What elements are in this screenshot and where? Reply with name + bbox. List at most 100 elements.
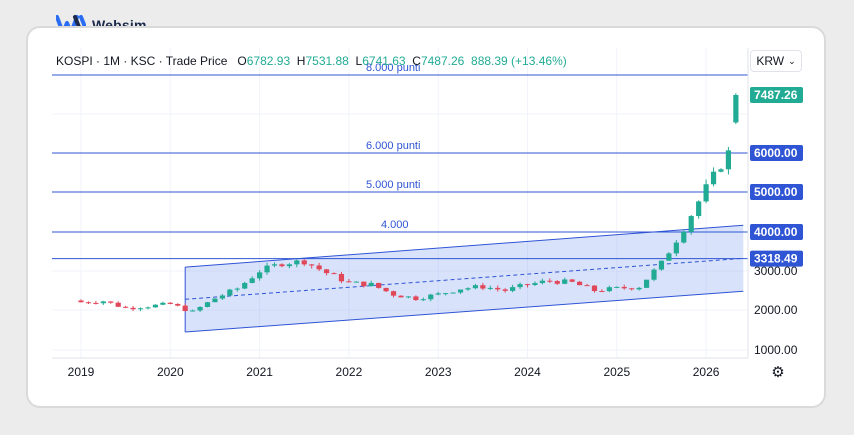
high-value: 7531.88 <box>305 54 349 68</box>
time-axis: 2019 2020 2021 2022 2023 2024 2025 2026 <box>68 365 720 379</box>
candle-body <box>465 288 471 290</box>
candle-body <box>435 293 441 295</box>
candle-body <box>323 269 330 274</box>
close-key: C <box>412 54 421 68</box>
time-tick-label: 2026 <box>693 365 720 379</box>
candle-body <box>562 279 568 284</box>
candle-body <box>472 285 479 289</box>
candle-body <box>524 284 531 286</box>
regression-channel <box>184 224 744 333</box>
price-chart[interactable]: 8.000 punti 6.000 punti 5.000 punti 4.000 1… <box>28 28 826 408</box>
chevron-down-icon: ⌄ <box>788 55 796 66</box>
candle-body <box>681 231 687 243</box>
channel-mid-line <box>185 257 744 300</box>
candle-body <box>115 302 121 307</box>
candle-body <box>316 265 322 270</box>
candle-body <box>517 284 523 288</box>
currency-label: KRW <box>756 54 785 68</box>
candle-body <box>123 306 129 308</box>
candle-body <box>361 281 367 287</box>
candle-body <box>599 291 605 293</box>
candle-body <box>710 171 717 185</box>
candle-body <box>301 260 307 265</box>
candle-body <box>368 282 374 287</box>
time-tick-label: 2020 <box>157 365 184 379</box>
candle-body <box>547 280 553 282</box>
currency-selector[interactable]: KRW ⌄ <box>750 50 802 72</box>
candle-body <box>718 169 724 172</box>
channel-fill <box>185 225 744 332</box>
candle-body <box>621 286 627 289</box>
price-badge-label: 6000.00 <box>754 146 798 160</box>
candle-body <box>204 302 211 307</box>
candles <box>78 93 739 313</box>
horizontal-levels: 8.000 punti 6.000 punti 5.000 punti 4.000 <box>52 62 748 260</box>
candle-body <box>457 289 464 293</box>
candle-body <box>279 264 285 267</box>
candle-body <box>398 295 404 298</box>
candle-body <box>725 150 732 170</box>
candle-body <box>167 302 173 304</box>
candle-body <box>643 279 650 288</box>
level-label: 6.000 punti <box>366 140 420 152</box>
candle-body <box>688 216 694 232</box>
time-tick-label: 2021 <box>246 365 273 379</box>
symbol-legend: KOSPI · 1M · KSC · Trade Price O6782.93 … <box>56 54 567 68</box>
open-key: O <box>237 54 247 68</box>
candle-body <box>666 253 672 261</box>
candle-body <box>502 289 508 291</box>
candle-body <box>383 287 389 292</box>
chart-card: 8.000 punti 6.000 punti 5.000 punti 4.000 1… <box>26 26 826 408</box>
candle-body <box>227 289 233 296</box>
candle-body <box>696 201 702 217</box>
price-tick-label: 3000.00 <box>754 264 798 278</box>
candle-body <box>346 281 352 283</box>
candle-body <box>487 287 493 289</box>
candle-body <box>234 288 240 290</box>
candle-body <box>673 242 679 254</box>
candle-body <box>331 273 337 275</box>
price-badge-label: 3318.49 <box>754 252 798 266</box>
candle-body <box>249 278 255 283</box>
settings-gear-icon[interactable]: ⚙ <box>771 364 785 381</box>
candle-body <box>390 291 397 296</box>
symbol-info[interactable]: KOSPI · 1M · KSC · Trade Price <box>56 54 228 68</box>
price-tick-label: 2000.00 <box>754 303 798 317</box>
level-label: 8.000 punti <box>366 62 420 74</box>
candle-body <box>145 307 151 309</box>
close-value: 7487.26 <box>420 54 465 68</box>
price-badge <box>750 224 803 240</box>
price-badge-label: 4000.00 <box>754 225 798 239</box>
channel-lower-line <box>185 290 744 333</box>
candle-body <box>703 184 709 202</box>
candle-body <box>539 280 545 284</box>
candle-body <box>606 287 612 292</box>
candle-body <box>257 272 263 279</box>
candle-body <box>271 264 278 266</box>
candle-body <box>309 264 315 266</box>
candle-body <box>532 283 538 285</box>
candle-body <box>78 300 84 303</box>
candle-body <box>353 281 359 283</box>
candle-body <box>242 282 248 289</box>
candle-body <box>376 282 382 288</box>
candle-body <box>264 265 270 273</box>
candle-body <box>658 260 665 270</box>
price-badges: 7487.26 6000.00 5000.00 4000.00 3318.49 <box>750 86 803 267</box>
high-key: H <box>296 54 306 68</box>
time-tick-label: 2022 <box>336 365 363 379</box>
candle-body <box>614 286 620 288</box>
candle-body <box>510 287 516 291</box>
candle-body <box>175 303 181 306</box>
candle-body <box>286 264 292 267</box>
price-axis: 1000.00 2000.00 3000.00 <box>754 264 798 357</box>
candle-body <box>636 287 642 290</box>
candle-body <box>93 302 99 304</box>
level-label: 4.000 <box>381 219 409 231</box>
price-badge <box>750 145 803 161</box>
candle-body <box>450 292 456 294</box>
candle-body <box>576 281 583 286</box>
time-tick-label: 2019 <box>68 365 95 379</box>
candle-body <box>190 310 196 312</box>
candle-body <box>584 285 590 287</box>
